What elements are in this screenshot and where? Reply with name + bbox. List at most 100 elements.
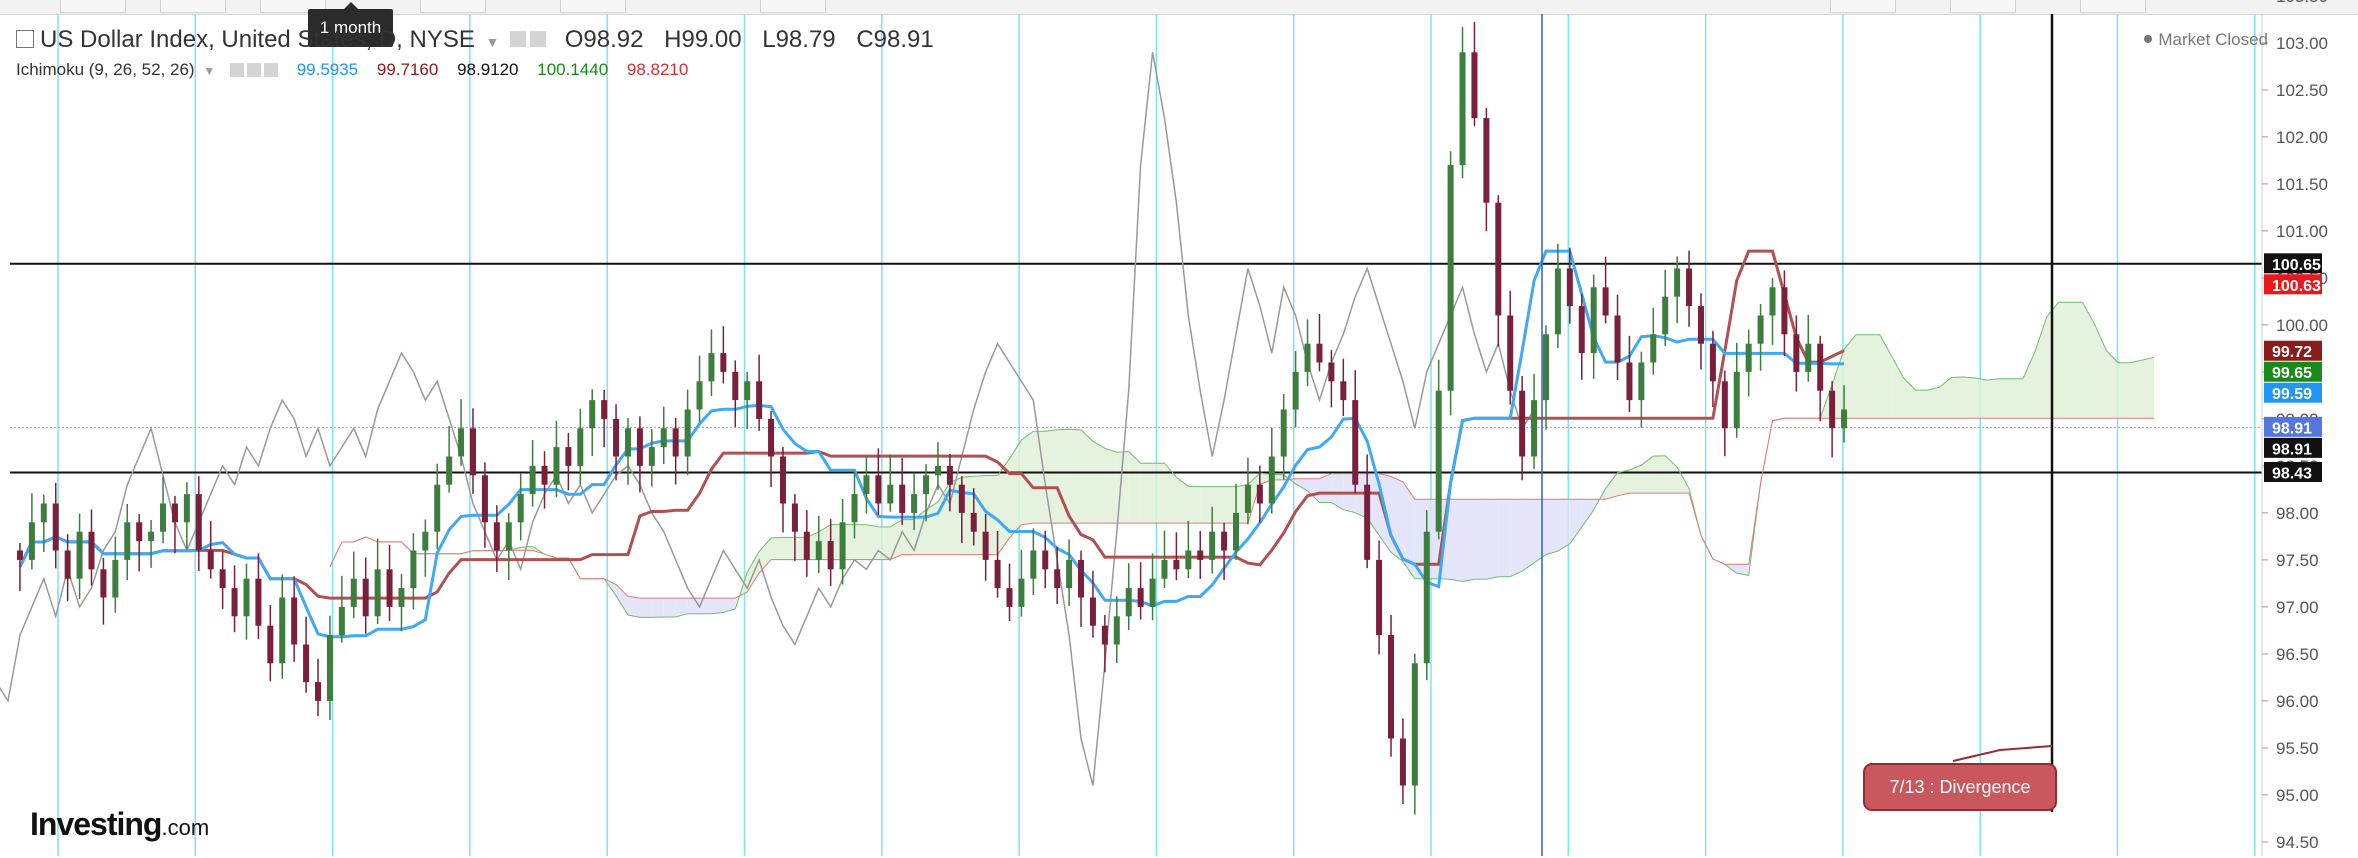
candle-body xyxy=(64,550,71,579)
senkou-span-a-line xyxy=(329,301,2155,618)
candle-body xyxy=(1161,559,1168,579)
cloud-segment xyxy=(1569,499,1582,544)
cloud-segment xyxy=(1557,499,1570,552)
candle-body xyxy=(1459,52,1466,166)
cloud-segment xyxy=(1844,334,1856,419)
candle-body xyxy=(1745,343,1752,372)
eye-icon[interactable] xyxy=(229,62,244,77)
cloud-segment xyxy=(937,482,950,555)
candle-body xyxy=(136,522,143,542)
ohlc-low-value: 98.79 xyxy=(775,26,836,53)
candle-body xyxy=(1805,343,1812,372)
candle-body xyxy=(1173,559,1180,570)
candle-body xyxy=(1650,334,1657,363)
indicator-value-span-b: 98.8210 xyxy=(626,60,689,79)
candle-body xyxy=(350,578,357,607)
indicator-value-span-a: 100.1440 xyxy=(537,60,609,79)
candle-body xyxy=(589,400,596,429)
candle-body xyxy=(255,578,262,626)
price-badge xyxy=(2264,361,2322,382)
chevron-down-icon[interactable]: ▼ xyxy=(485,34,500,50)
candle-body xyxy=(183,494,190,523)
toolbar-tab[interactable] xyxy=(60,0,126,13)
cloud-segment xyxy=(675,598,688,617)
divergence-annotation[interactable]: 7/13 : Divergence xyxy=(1863,763,2057,811)
cloud-segment xyxy=(1307,478,1320,503)
candle-body xyxy=(1137,588,1144,607)
gear-icon[interactable] xyxy=(246,62,261,77)
cloud-segment xyxy=(1081,429,1093,524)
cloud-segment xyxy=(1736,564,1749,576)
toolbar-tab[interactable] xyxy=(160,0,226,13)
tenkan-sen-line xyxy=(18,249,1844,639)
candle-body xyxy=(1721,381,1728,429)
candle-body xyxy=(1352,400,1359,485)
cloud-segment xyxy=(1641,456,1654,494)
candle-body xyxy=(1197,550,1204,560)
toolbar-tab[interactable] xyxy=(1950,0,2016,13)
toolbar-tab[interactable] xyxy=(420,0,486,13)
candle-body xyxy=(100,569,107,598)
candle-body xyxy=(696,381,703,410)
candle-body xyxy=(684,409,691,457)
candle-body xyxy=(40,503,47,523)
chevron-down-icon[interactable]: ▼ xyxy=(203,64,216,78)
chart-extras xyxy=(1541,14,2054,856)
candle-body xyxy=(1256,484,1263,504)
logo-domain: .com xyxy=(161,815,210,840)
chikou-span-line xyxy=(0,52,1535,786)
vertical-gridlines xyxy=(57,14,2256,856)
candle-body xyxy=(1292,371,1299,410)
candle-body xyxy=(517,494,524,523)
candle-body xyxy=(1697,306,1704,344)
cloud-segment xyxy=(1867,334,1880,419)
toolbar-tab[interactable] xyxy=(2080,0,2146,13)
candle-body xyxy=(732,371,739,401)
eye-icon[interactable] xyxy=(510,30,527,47)
cloud-segment xyxy=(1987,378,2000,419)
cloud-segment xyxy=(866,524,879,560)
cloud-segment xyxy=(2094,323,2107,419)
period-tooltip: 1 month xyxy=(308,2,393,47)
cloud-segment xyxy=(782,537,795,560)
indicator-value-tenkan: 99.5935 xyxy=(296,60,359,79)
candle-body xyxy=(291,597,298,645)
cloud-segment xyxy=(1510,499,1523,577)
candle-body xyxy=(1364,484,1371,560)
candle-body xyxy=(1638,362,1645,401)
cloud-segment xyxy=(1915,390,1928,419)
candle-body xyxy=(708,353,715,382)
candle-body xyxy=(1614,315,1621,363)
indicator-legend: Ichimoku (9, 26, 52, 26) ▼ 99.5935 99.71… xyxy=(16,60,688,80)
collapse-toggle-icon[interactable] xyxy=(16,29,34,48)
candle-body xyxy=(434,484,441,532)
candle-body xyxy=(1423,531,1430,664)
close-icon[interactable] xyxy=(263,62,278,77)
ohlc-low-key: L xyxy=(762,26,776,53)
cloud-segment xyxy=(1999,378,2011,419)
cloud-segment xyxy=(890,519,903,560)
candle-body xyxy=(195,494,202,551)
toolbar-tab[interactable] xyxy=(760,0,826,13)
toolbar-tab[interactable] xyxy=(560,0,626,13)
axis-tick-label: 96.50 xyxy=(2276,645,2319,664)
candle-body xyxy=(577,428,584,466)
candle-body xyxy=(1709,343,1716,382)
cloud-segment xyxy=(1462,499,1475,582)
candle-body xyxy=(1030,550,1037,579)
ohlc-open-key: O xyxy=(564,26,584,53)
cloud-segment xyxy=(2082,302,2095,419)
candle-body xyxy=(1125,588,1132,617)
candle-body xyxy=(827,541,834,570)
cloud-segment xyxy=(1605,472,1618,500)
toolbar-tab[interactable] xyxy=(1830,0,1896,13)
ohlc-close-key: C xyxy=(856,26,874,53)
cloud-segment xyxy=(1581,499,1594,528)
candle-body xyxy=(1304,343,1311,372)
cloud-segment xyxy=(2118,362,2131,419)
cloud-segment xyxy=(2070,302,2083,419)
gear-icon[interactable] xyxy=(530,30,547,47)
cloud-segment xyxy=(1951,376,1964,419)
